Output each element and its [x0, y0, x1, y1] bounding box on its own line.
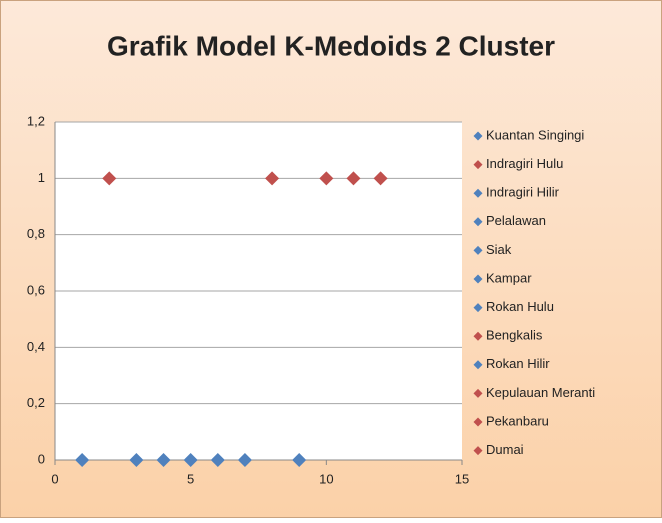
x-tick-label: 10	[319, 471, 333, 486]
y-tick-label: 0,4	[27, 339, 45, 354]
point	[237, 453, 252, 467]
point	[373, 171, 388, 186]
point	[265, 171, 280, 186]
legend-marker	[473, 245, 483, 255]
y-tick-label: 1	[38, 170, 45, 185]
y-tick-label: 0,6	[27, 282, 45, 297]
legend-marker	[473, 160, 483, 170]
point	[183, 453, 198, 467]
point	[346, 171, 361, 186]
legend-marker	[473, 360, 483, 370]
point	[156, 453, 171, 467]
chart-title: Grafik Model K-Medoids 2 Cluster	[107, 30, 555, 61]
legend-marker	[473, 217, 483, 227]
y-tick-label: 0,8	[27, 226, 45, 241]
legend-label: Bengkalis	[486, 328, 543, 343]
legend-marker	[473, 303, 483, 313]
legend-marker	[473, 417, 483, 427]
point	[129, 453, 144, 467]
x-tick-label: 0	[51, 471, 58, 486]
legend-label: Kampar	[486, 270, 532, 285]
legend-label: Rokan Hilir	[486, 356, 550, 371]
point	[210, 453, 225, 467]
legend-marker	[473, 446, 483, 456]
legend-label: Rokan Hulu	[486, 299, 554, 314]
point	[319, 171, 334, 186]
point	[75, 453, 90, 467]
legend-label: Indragiri Hilir	[486, 185, 560, 200]
y-tick-label: 0,2	[27, 395, 45, 410]
y-tick-label: 0	[38, 451, 45, 466]
point	[292, 453, 307, 467]
legend-label: Siak	[486, 242, 512, 257]
x-tick-label: 5	[187, 471, 194, 486]
legend-marker	[473, 388, 483, 398]
legend-label: Pelalawan	[486, 213, 546, 228]
legend-label: Kuantan Singingi	[486, 127, 584, 142]
legend-label: Pekanbaru	[486, 413, 549, 428]
legend-marker	[473, 131, 483, 141]
legend-marker	[473, 274, 483, 284]
legend-label: Dumai	[486, 442, 524, 457]
point	[102, 171, 117, 186]
legend-label: Kepulauan Meranti	[486, 385, 595, 400]
y-tick-label: 1,2	[27, 113, 45, 128]
legend-marker	[473, 188, 483, 198]
legend-marker	[473, 331, 483, 341]
x-tick-label: 15	[455, 471, 469, 486]
legend-label: Indragiri Hulu	[486, 156, 563, 171]
